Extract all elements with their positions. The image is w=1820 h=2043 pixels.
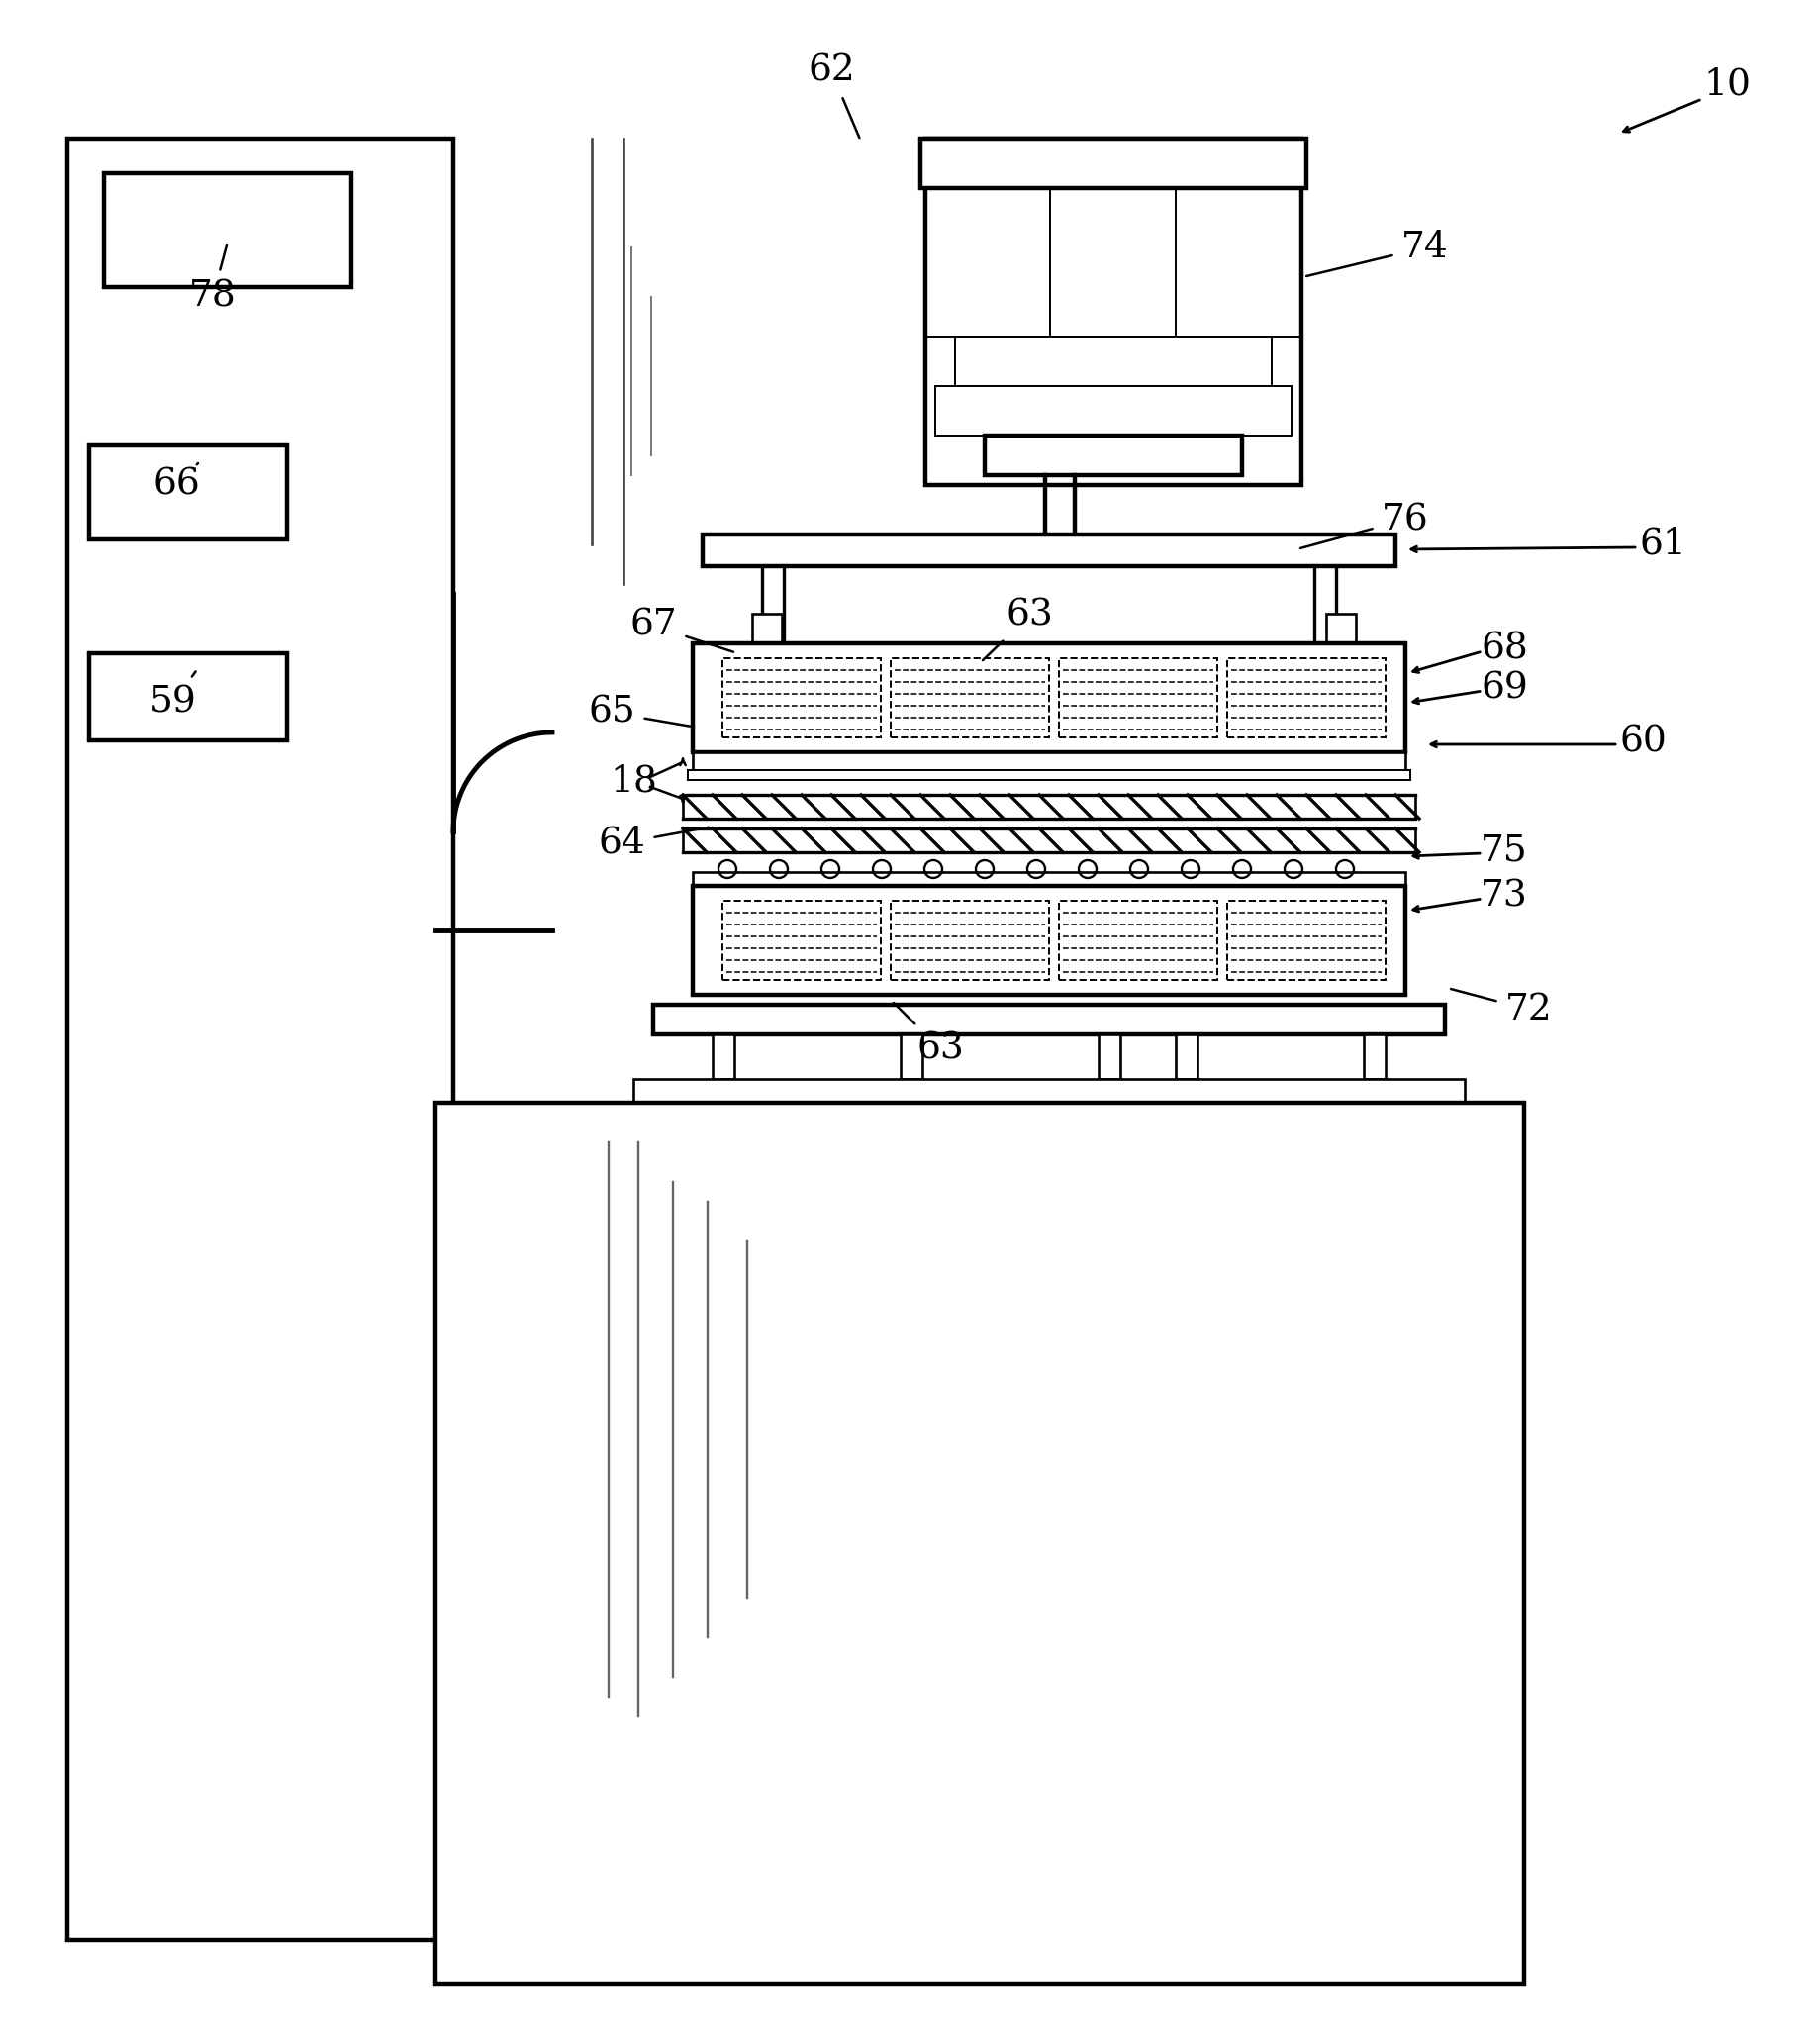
Bar — [890, 901, 1048, 981]
Bar — [682, 829, 1416, 852]
Text: 60: 60 — [1620, 725, 1667, 760]
Bar — [921, 139, 1307, 188]
Text: 72: 72 — [1451, 989, 1552, 1028]
Bar — [890, 658, 1048, 738]
Bar — [752, 613, 783, 644]
Text: 63: 63 — [894, 1003, 965, 1066]
Bar — [89, 445, 288, 539]
Text: 61: 61 — [1640, 527, 1687, 562]
Bar — [104, 174, 351, 288]
Bar — [925, 139, 1301, 484]
Bar — [653, 1005, 1445, 1034]
Bar — [956, 337, 1272, 386]
Bar — [688, 770, 1411, 780]
Text: 78: 78 — [189, 245, 237, 315]
Text: 74: 74 — [1307, 229, 1449, 276]
Bar — [1059, 901, 1218, 981]
Text: 68: 68 — [1481, 631, 1529, 666]
Text: 59: 59 — [149, 672, 197, 721]
Bar — [1059, 658, 1218, 738]
Bar — [67, 139, 453, 1941]
Bar — [703, 535, 1396, 566]
Text: 76: 76 — [1301, 503, 1429, 548]
Text: 63: 63 — [983, 599, 1054, 660]
Bar — [1099, 1034, 1121, 1079]
Text: 73: 73 — [1481, 878, 1529, 913]
Bar — [901, 1034, 923, 1079]
Text: 75: 75 — [1481, 834, 1529, 868]
Bar — [1176, 1034, 1198, 1079]
Bar — [935, 386, 1292, 435]
Bar — [1363, 1034, 1385, 1079]
Bar — [1327, 613, 1356, 644]
Bar — [633, 1079, 1465, 1103]
Bar — [435, 1103, 1523, 1984]
Text: 65: 65 — [588, 695, 693, 731]
Bar — [693, 644, 1405, 752]
Bar — [1227, 901, 1385, 981]
Bar — [682, 795, 1416, 819]
Text: 62: 62 — [808, 53, 859, 137]
Bar — [713, 1034, 733, 1079]
Bar — [89, 654, 288, 740]
Bar — [723, 658, 881, 738]
Text: 18: 18 — [610, 764, 657, 799]
Bar — [693, 872, 1405, 887]
Text: 69: 69 — [1481, 670, 1529, 705]
Bar — [693, 887, 1405, 995]
Bar — [693, 752, 1405, 770]
Text: 67: 67 — [630, 607, 733, 652]
Bar — [1227, 658, 1385, 738]
Text: 10: 10 — [1704, 65, 1751, 102]
Bar — [723, 901, 881, 981]
Text: 64: 64 — [599, 825, 708, 862]
Bar — [985, 435, 1241, 476]
Text: 66: 66 — [153, 464, 200, 503]
